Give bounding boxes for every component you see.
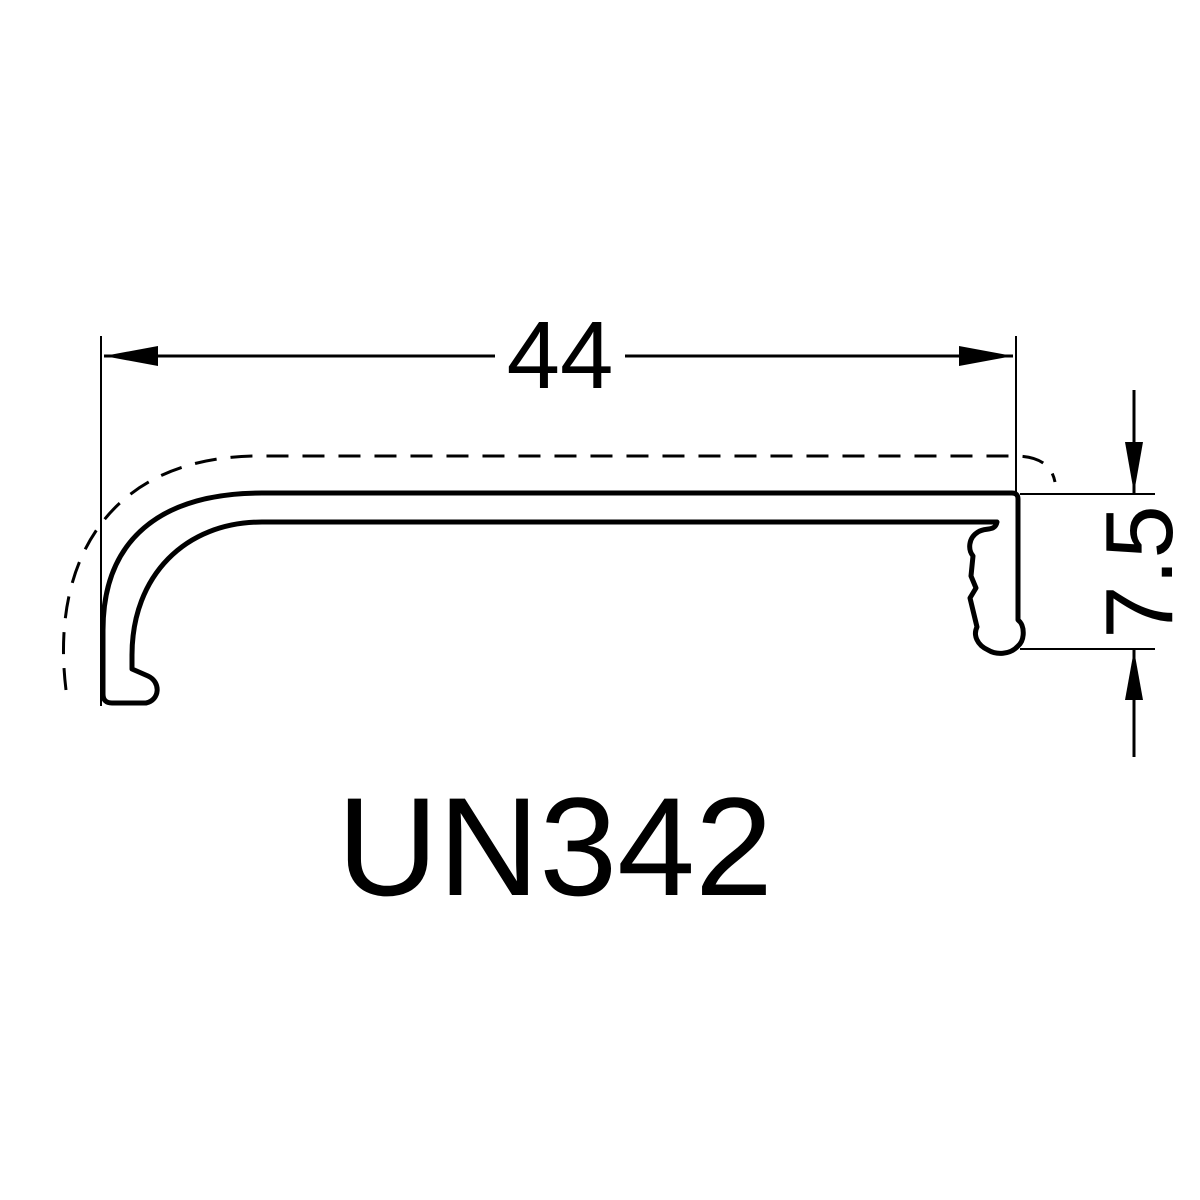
- width-arrow-left: [104, 346, 158, 366]
- height-arrow-top: [1125, 442, 1143, 493]
- width-arrow-right: [959, 346, 1013, 366]
- ghost-cover-outline: [61, 454, 1057, 691]
- height-dimension-label: 7.5: [1086, 505, 1193, 638]
- width-dimension-label: 44: [507, 302, 614, 409]
- profile-outline: [100, 490, 1026, 706]
- model-code-label: UN342: [337, 768, 773, 925]
- height-arrow-bottom: [1125, 650, 1143, 700]
